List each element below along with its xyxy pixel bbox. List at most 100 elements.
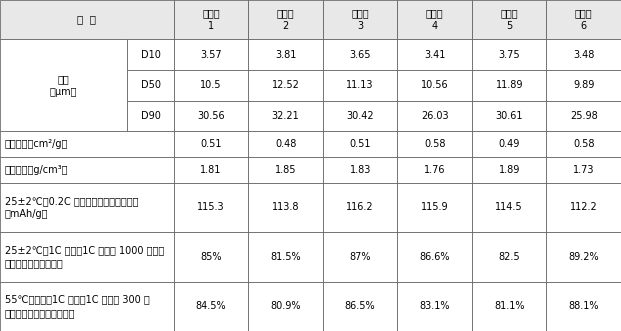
Text: 3.81: 3.81 [275,50,296,60]
Bar [397,39,472,70]
Bar [472,131,546,157]
Text: 1.89: 1.89 [499,165,520,175]
Text: D10: D10 [140,50,161,60]
Bar [0,157,174,183]
Bar [472,0,546,39]
Bar [546,232,621,282]
Bar [248,157,323,183]
Bar [248,282,323,331]
Bar [0,39,127,131]
Bar [472,232,546,282]
Bar [0,232,174,282]
Text: D50: D50 [140,80,161,90]
Text: 实施例
5: 实施例 5 [501,8,518,31]
Text: 实施例
2: 实施例 2 [277,8,294,31]
Text: 88.1%: 88.1% [568,301,599,311]
Text: 86.6%: 86.6% [419,252,450,262]
Text: 1.73: 1.73 [573,165,594,175]
Text: 55℃环境下，1C 充电、1C 充放电 300 次
循环容量保持率（碳负极）: 55℃环境下，1C 充电、1C 充放电 300 次 循环容量保持率（碳负极） [5,295,150,318]
Bar [174,101,248,131]
Bar [546,183,621,232]
Bar [174,131,248,157]
Bar [174,232,248,282]
Text: 112.2: 112.2 [570,202,597,212]
Bar [546,0,621,39]
Text: 12.52: 12.52 [272,80,299,90]
Bar [546,101,621,131]
Text: 114.5: 114.5 [496,202,523,212]
Bar [174,282,248,331]
Text: 粒度
（μm）: 粒度 （μm） [50,74,78,97]
Bar [323,282,397,331]
Bar [546,131,621,157]
Bar [174,39,248,70]
Text: 10.56: 10.56 [421,80,448,90]
Bar [323,232,397,282]
Bar [127,101,174,131]
Bar [248,70,323,101]
Bar [174,183,248,232]
Bar [397,282,472,331]
Bar [323,157,397,183]
Text: 81.5%: 81.5% [270,252,301,262]
Bar [248,183,323,232]
Bar [174,70,248,101]
Bar [323,183,397,232]
Text: 3.75: 3.75 [499,50,520,60]
Text: 3.65: 3.65 [350,50,371,60]
Text: 1.83: 1.83 [350,165,371,175]
Text: 25.98: 25.98 [570,111,597,121]
Text: 0.58: 0.58 [573,139,594,149]
Text: 86.5%: 86.5% [345,301,376,311]
Text: 1.81: 1.81 [201,165,222,175]
Bar [397,0,472,39]
Bar [248,101,323,131]
Text: 3.48: 3.48 [573,50,594,60]
Text: 指  标: 指 标 [78,15,96,24]
Bar [323,0,397,39]
Text: 9.89: 9.89 [573,80,594,90]
Text: 实施例
6: 实施例 6 [575,8,592,31]
Bar [174,157,248,183]
Bar [472,282,546,331]
Bar [127,70,174,101]
Text: 30.61: 30.61 [496,111,523,121]
Bar [397,101,472,131]
Text: 实施例
3: 实施例 3 [351,8,369,31]
Text: 振实密度（g/cm³）: 振实密度（g/cm³） [5,165,68,175]
Text: 实施例
4: 实施例 4 [426,8,443,31]
Text: 89.2%: 89.2% [568,252,599,262]
Bar [323,101,397,131]
Text: 25±2℃，1C 充电、1C 充放电 1000 次循环
容量保持率（碳负极）: 25±2℃，1C 充电、1C 充放电 1000 次循环 容量保持率（碳负极） [5,245,164,268]
Bar [127,39,174,70]
Text: 1.85: 1.85 [275,165,296,175]
Bar [397,183,472,232]
Text: 0.48: 0.48 [275,139,296,149]
Bar [472,183,546,232]
Bar [248,0,323,39]
Text: 比表面积（cm²/g）: 比表面积（cm²/g） [5,139,68,149]
Bar [248,131,323,157]
Text: D90: D90 [140,111,161,121]
Text: 30.56: 30.56 [197,111,225,121]
Bar [397,157,472,183]
Bar [546,70,621,101]
Text: 实施例
1: 实施例 1 [202,8,220,31]
Text: 85%: 85% [201,252,222,262]
Text: 0.58: 0.58 [424,139,445,149]
Text: 80.9%: 80.9% [270,301,301,311]
Bar [472,70,546,101]
Bar [0,183,174,232]
Bar [248,39,323,70]
Bar [0,282,174,331]
Bar [397,232,472,282]
Text: 115.3: 115.3 [197,202,225,212]
Bar [546,39,621,70]
Bar [472,101,546,131]
Text: 116.2: 116.2 [347,202,374,212]
Text: 3.57: 3.57 [201,50,222,60]
Bar [546,157,621,183]
Text: 10.5: 10.5 [201,80,222,90]
Text: 1.76: 1.76 [424,165,445,175]
Bar [397,70,472,101]
